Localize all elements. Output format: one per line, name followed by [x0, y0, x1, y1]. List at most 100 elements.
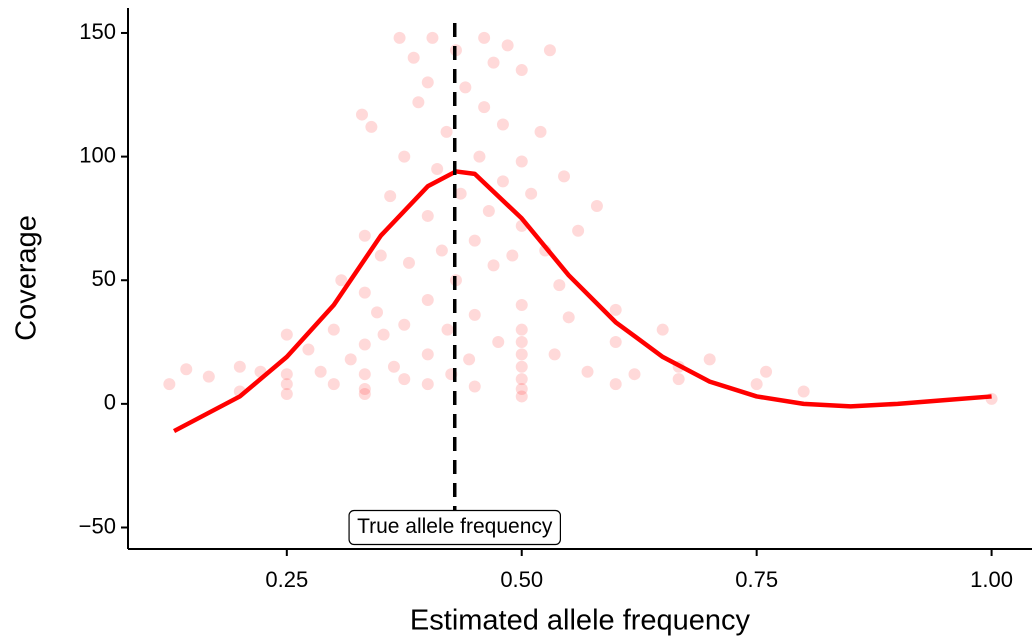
data-point [377, 328, 390, 341]
data-point [280, 328, 293, 341]
data-point [515, 64, 528, 77]
y-tick-label: 100 [79, 142, 116, 167]
data-point [384, 190, 397, 203]
data-point [441, 323, 454, 336]
data-point [515, 298, 528, 311]
data-point [548, 348, 561, 361]
data-point [506, 249, 519, 262]
data-point [672, 373, 685, 386]
data-point [487, 259, 500, 272]
data-point [407, 51, 420, 64]
data-point [435, 244, 448, 257]
data-point [459, 81, 472, 94]
data-point [468, 380, 481, 393]
smooth-line [172, 169, 992, 434]
data-point [358, 383, 371, 396]
data-point [355, 108, 368, 121]
data-point [421, 209, 434, 222]
x-tick-label: 0.50 [500, 567, 543, 592]
data-point [421, 348, 434, 361]
data-point [398, 373, 411, 386]
x-tick-label: 0.75 [735, 567, 778, 592]
data-point [412, 96, 425, 109]
data-point [463, 353, 476, 366]
data-point [454, 187, 467, 200]
data-point [358, 338, 371, 351]
data-point [180, 363, 193, 376]
data-point [358, 229, 371, 242]
data-point [590, 200, 603, 213]
annotation-box [348, 509, 562, 546]
data-point [515, 336, 528, 349]
y-tick-label: 0 [104, 390, 116, 415]
data-point [358, 286, 371, 299]
data-point [327, 378, 340, 391]
data-point [609, 303, 622, 316]
data-point [280, 378, 293, 391]
data-point [553, 279, 566, 292]
data-point [314, 365, 327, 378]
data-point [387, 360, 400, 373]
y-axis-title: Coverage [11, 215, 43, 341]
y-tick-label: −50 [79, 513, 116, 538]
data-point [280, 368, 293, 381]
data-point [750, 378, 763, 391]
data-point [374, 249, 387, 262]
data-point [515, 360, 528, 373]
x-axis-title: Estimated allele frequency [410, 605, 751, 637]
data-point [421, 76, 434, 89]
data-point [202, 370, 215, 383]
data-point [543, 44, 556, 57]
data-point [371, 306, 384, 319]
data-point [501, 39, 514, 52]
data-point [365, 120, 378, 133]
data-point [473, 150, 486, 163]
data-point [492, 336, 505, 349]
data-point [344, 353, 357, 366]
data-point [482, 204, 495, 217]
data-point [496, 118, 509, 131]
data-point [402, 256, 415, 269]
x-tick-label: 1.00 [970, 567, 1013, 592]
data-point [525, 187, 538, 200]
data-point [421, 378, 434, 391]
data-point [358, 387, 371, 400]
data-point [628, 368, 641, 381]
data-point [468, 308, 481, 321]
data-point [280, 387, 293, 400]
data-point [302, 343, 315, 356]
data-point [233, 360, 246, 373]
data-point [478, 101, 491, 114]
data-point [581, 365, 594, 378]
data-point [440, 125, 453, 138]
data-point [468, 234, 481, 247]
data-point [398, 150, 411, 163]
y-tick-label: 150 [79, 19, 116, 44]
data-point [515, 323, 528, 336]
data-point [496, 175, 509, 188]
data-point [487, 56, 500, 69]
data-point [515, 390, 528, 403]
data-point [656, 323, 669, 336]
annotation-label: True allele frequency [357, 515, 553, 538]
data-point [572, 224, 585, 237]
data-point [534, 125, 547, 138]
data-point [515, 348, 528, 361]
data-point [609, 378, 622, 391]
data-point [515, 383, 528, 396]
data-point [558, 170, 571, 183]
data-point [426, 31, 439, 44]
data-point [358, 368, 371, 381]
data-point [760, 365, 773, 378]
data-point [703, 353, 716, 366]
y-tick-label: 50 [92, 266, 116, 291]
data-point [797, 385, 810, 398]
data-point [393, 31, 406, 44]
data-point [515, 155, 528, 168]
data-point [515, 373, 528, 386]
data-point [421, 294, 434, 307]
data-point [478, 31, 491, 44]
data-point [335, 274, 348, 287]
data-point [431, 162, 444, 175]
